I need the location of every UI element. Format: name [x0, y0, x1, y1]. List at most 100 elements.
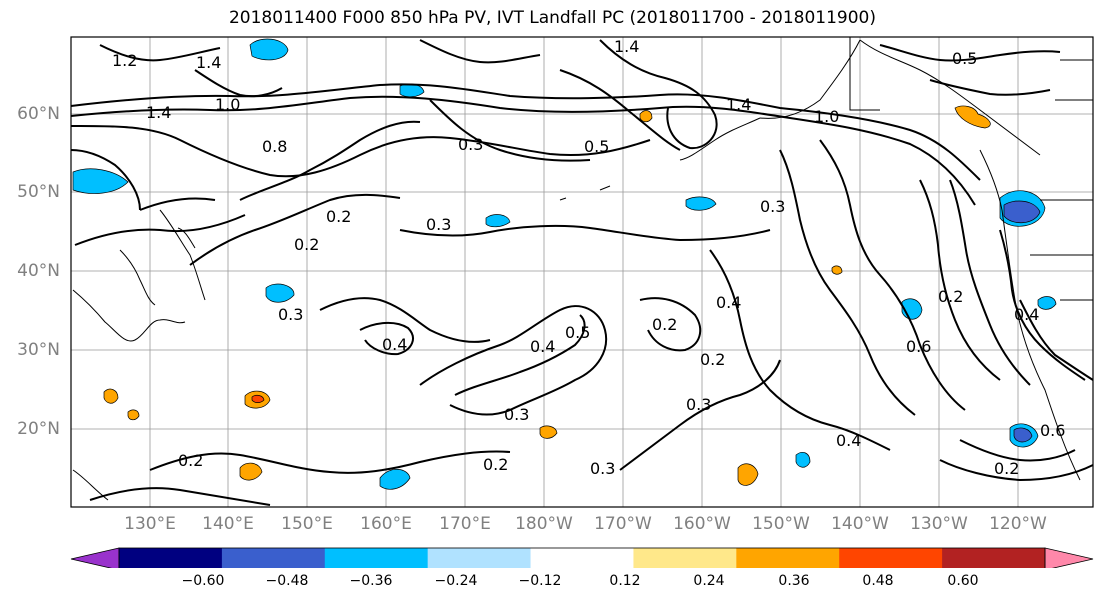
contour-label: 1.0: [814, 107, 839, 126]
contour-label: 0.5: [584, 137, 609, 156]
colorbar-outline: [118, 547, 1046, 568]
contour-label: 1.4: [196, 53, 221, 72]
contour-label: 1.4: [146, 103, 171, 122]
colorbar-tick: 0.36: [778, 573, 810, 589]
contour-label: 0.2: [326, 207, 351, 226]
pv-contour-lines: [70, 39, 1094, 506]
lon-label-150e: 150°E: [281, 514, 333, 534]
lon-label-140e: 140°E: [202, 514, 254, 534]
lon-label-160w: 160°W: [673, 514, 731, 534]
red-patch: [251, 394, 265, 403]
contour-label: 0.3: [278, 305, 303, 324]
orange-patch: [239, 462, 263, 481]
contour-label: 0.3: [686, 395, 711, 414]
contour-label: 0.3: [760, 197, 785, 216]
dark-blue-patch: [1003, 200, 1041, 223]
colorbar-tick: −0.48: [265, 573, 309, 589]
contour-label: 0.3: [590, 459, 615, 478]
blue-patch: [485, 214, 511, 228]
contour-label: 0.2: [994, 459, 1019, 478]
lon-label-170w: 170°W: [594, 514, 652, 534]
blue-patch: [379, 469, 411, 490]
lat-label-40n: 40°N: [17, 261, 60, 281]
lat-label-50n: 50°N: [17, 182, 60, 202]
contour-label: 1.4: [726, 95, 751, 114]
alaska-coastline: [759, 39, 1093, 156]
figure-title: 2018011400 F000 850 hPa PV, IVT Landfall…: [228, 8, 876, 28]
lon-label-120w: 120°W: [989, 514, 1047, 534]
contour-label: 0.2: [938, 287, 963, 306]
orange-patch: [737, 463, 759, 486]
contour-label: 1.0: [215, 95, 240, 114]
colorbar-segment: [736, 548, 840, 568]
japan-coastline: [159, 209, 206, 301]
graticule: [71, 37, 1093, 507]
contour-label: 0.2: [700, 350, 725, 369]
asia-coastline: [72, 249, 186, 501]
contour-label: 0.4: [716, 293, 741, 312]
blue-patch: [1037, 296, 1057, 310]
colorbar-tick: −0.24: [434, 573, 478, 589]
colorbar-tick: −0.60: [181, 573, 225, 589]
blue-patch: [265, 283, 295, 303]
lon-label-140w: 140°W: [831, 514, 889, 534]
colorbar-segments: [70, 547, 1094, 568]
colorbar-segment: [324, 548, 429, 568]
colorbar-tick: −0.36: [349, 573, 393, 589]
colorbar-extend-min: [70, 547, 120, 568]
contour-label: 0.8: [262, 137, 287, 156]
orange-patch: [954, 105, 991, 129]
lon-label-150w: 150°W: [752, 514, 810, 534]
blue-patch: [685, 196, 717, 211]
colorbar-segment: [119, 548, 223, 568]
contour-label: 0.2: [294, 235, 319, 254]
lon-label-160e: 160°E: [360, 514, 412, 534]
contour-label: 0.6: [906, 337, 931, 356]
contour-label: 0.4: [1014, 305, 1039, 324]
colorbar: [70, 547, 1094, 568]
blue-patch: [249, 38, 289, 61]
lon-label-130w: 130°W: [910, 514, 968, 534]
lat-label-60n: 60°N: [17, 104, 60, 124]
colorbar-extend-max: [1044, 547, 1094, 568]
colorbar-segment: [633, 548, 737, 568]
contour-label: 0.4: [382, 335, 407, 354]
colorbar-tick: −0.12: [518, 573, 562, 589]
contour-label: 0.5: [952, 49, 977, 68]
dark-blue-patch: [1013, 427, 1033, 443]
blue-patch: [72, 168, 129, 194]
contour-label: 0.3: [426, 215, 451, 234]
colorbar-segment: [427, 548, 532, 568]
colorbar-segment: [221, 548, 326, 568]
colorbar-tick: 0.24: [693, 573, 725, 589]
lon-label-170e: 170°E: [439, 514, 491, 534]
contour-label: 0.2: [178, 451, 203, 470]
lat-label-30n: 30°N: [17, 340, 60, 360]
colorbar-segment: [839, 548, 943, 568]
contour-label: 1.4: [614, 37, 639, 56]
colorbar-tick: 0.48: [862, 573, 894, 589]
contour-label: 0.4: [836, 431, 861, 450]
contour-label: 0.6: [1040, 421, 1065, 440]
colorbar-tick: 0.12: [609, 573, 641, 589]
contour-labels: 1.2 1.4 1.0 1.4 0.8 0.3 0.5 0.2 0.3 0.2 …: [112, 37, 1065, 478]
contour-label: 0.4: [530, 337, 555, 356]
contour-label: 0.3: [458, 135, 483, 154]
contour-label: 0.3: [504, 405, 529, 424]
contour-label: 1.2: [112, 51, 137, 70]
blue-patch: [795, 452, 811, 468]
colorbar-segment: [942, 548, 1046, 568]
orange-patch: [831, 265, 843, 275]
lat-label-20n: 20°N: [17, 419, 60, 439]
lon-label-180w: 180°W: [515, 514, 573, 534]
pv-shading-patches: [72, 38, 1057, 490]
contour-label: 0.2: [483, 455, 508, 474]
orange-patch: [539, 425, 558, 439]
alaska-border: [849, 37, 880, 111]
orange-patch: [103, 388, 119, 404]
orange-patch: [639, 110, 653, 123]
aleutian-islands: [559, 117, 761, 201]
colorbar-segment: [530, 548, 634, 568]
contour-label: 0.5: [565, 323, 590, 342]
